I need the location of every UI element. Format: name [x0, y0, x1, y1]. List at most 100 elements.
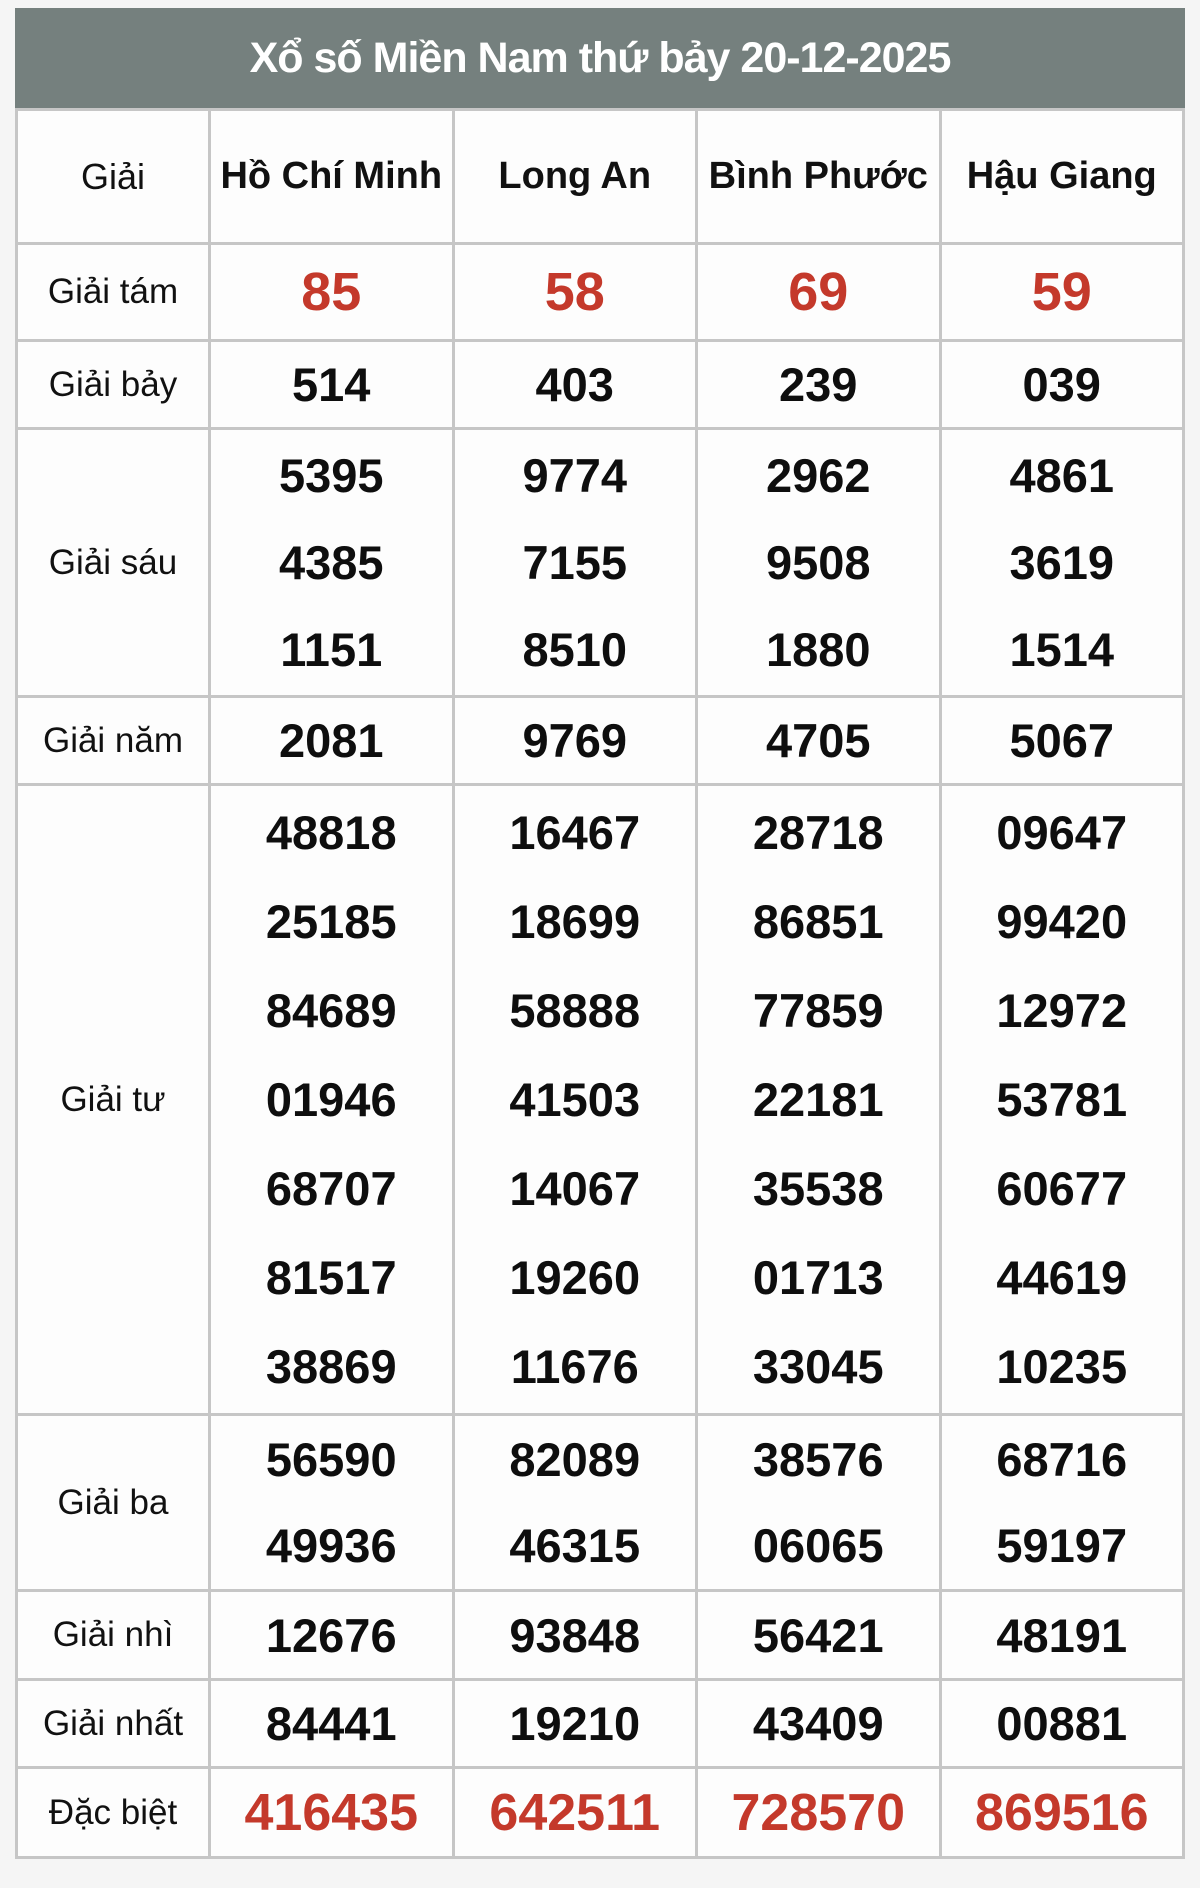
row-giai-ba: Giải ba 56590 49936 82089 46315 38576 06… [15, 1413, 1185, 1592]
prize-label: Giải tám [15, 242, 211, 342]
result-number: 1880 [765, 623, 871, 676]
province-header-ho-chi-minh: Hồ Chí Minh [208, 108, 455, 245]
result-number: 5395 [278, 449, 384, 502]
result-number: 38869 [265, 1340, 397, 1393]
result-cell: 728570 [695, 1766, 942, 1859]
result-cell: 38576 06065 [695, 1413, 942, 1592]
result-number: 43409 [752, 1697, 884, 1750]
row-giai-nam: Giải năm 2081 9769 4705 5067 [15, 695, 1185, 786]
result-number: 9769 [522, 714, 628, 767]
result-number: 85 [301, 262, 362, 322]
row-giai-tu: Giải tư 48818 25185 84689 01946 68707 81… [15, 783, 1185, 1416]
result-number: 1514 [1009, 623, 1115, 676]
province-header-hau-giang: Hậu Giang [938, 108, 1185, 245]
page-title: Xổ số Miền Nam thứ bảy 20-12-2025 [15, 8, 1185, 108]
result-number: 41503 [509, 1073, 641, 1126]
result-number: 53781 [996, 1073, 1128, 1126]
result-number: 60677 [996, 1162, 1128, 1215]
page-title-text: Xổ số Miền Nam thứ bảy 20-12-2025 [249, 33, 952, 82]
result-cell: 68716 59197 [938, 1413, 1185, 1592]
result-number: 514 [292, 358, 371, 411]
result-number: 7155 [522, 536, 628, 589]
corner-header: Giải [15, 108, 211, 245]
prize-label: Giải năm [15, 695, 211, 786]
row-giai-sau: Giải sáu 5395 4385 1151 9774 7155 8510 2… [15, 427, 1185, 698]
result-number: 8510 [522, 623, 628, 676]
prize-label: Đặc biệt [15, 1766, 211, 1859]
result-number: 4705 [765, 714, 871, 767]
result-number: 9508 [765, 536, 871, 589]
result-number: 9774 [522, 449, 628, 502]
result-cell: 869516 [938, 1766, 1185, 1859]
result-number: 5067 [1009, 714, 1115, 767]
result-number: 56590 [265, 1432, 397, 1486]
prize-label: Giải nhì [15, 1589, 211, 1681]
result-cell: 59 [938, 242, 1185, 342]
result-cell: 82089 46315 [451, 1413, 698, 1592]
result-number: 039 [1022, 358, 1101, 411]
result-number: 35538 [752, 1162, 884, 1215]
result-number: 642511 [489, 1783, 661, 1842]
result-cell: 5067 [938, 695, 1185, 786]
prize-label: Giải ba [15, 1413, 211, 1592]
result-number: 18699 [509, 895, 641, 948]
result-number: 11676 [510, 1340, 639, 1393]
result-number: 99420 [996, 895, 1128, 948]
result-number: 48191 [996, 1608, 1128, 1662]
result-number: 728570 [731, 1783, 906, 1842]
result-number: 82089 [509, 1432, 641, 1486]
result-number: 403 [535, 358, 614, 411]
result-number: 16467 [509, 806, 641, 859]
result-cell: 4861 3619 1514 [938, 427, 1185, 698]
result-number: 48818 [265, 806, 397, 859]
result-cell: 039 [938, 339, 1185, 430]
result-number: 25185 [265, 895, 397, 948]
result-cell: 403 [451, 339, 698, 430]
result-number: 2081 [278, 714, 384, 767]
result-cell: 93848 [451, 1589, 698, 1681]
result-number: 3619 [1009, 536, 1115, 589]
result-number: 28718 [752, 806, 884, 859]
result-number: 01713 [752, 1251, 884, 1304]
header-row: Giải Hồ Chí Minh Long An Bình Phước Hậu … [15, 108, 1185, 245]
lottery-results-table: Giải Hồ Chí Minh Long An Bình Phước Hậu … [15, 108, 1185, 1859]
result-cell: 642511 [451, 1766, 698, 1859]
result-cell: 2081 [208, 695, 455, 786]
prize-label: Giải sáu [15, 427, 211, 698]
result-number: 19210 [509, 1697, 641, 1750]
result-number: 56421 [752, 1608, 884, 1662]
result-number: 10235 [996, 1340, 1128, 1393]
result-cell: 69 [695, 242, 942, 342]
province-header-binh-phuoc: Bình Phước [695, 108, 942, 245]
result-cell: 58 [451, 242, 698, 342]
result-cell: 16467 18699 58888 41503 14067 19260 1167… [451, 783, 698, 1416]
result-cell: 5395 4385 1151 [208, 427, 455, 698]
row-giai-bay: Giải bảy 514 403 239 039 [15, 339, 1185, 430]
row-dac-biet: Đặc biệt 416435 642511 728570 869516 [15, 1766, 1185, 1859]
result-number: 416435 [244, 1783, 419, 1842]
result-number: 77859 [752, 984, 884, 1037]
result-number: 12972 [996, 984, 1128, 1037]
result-number: 58 [544, 262, 605, 322]
result-number: 59 [1031, 262, 1092, 322]
row-giai-nhat: Giải nhất 84441 19210 43409 00881 [15, 1678, 1185, 1769]
result-cell: 12676 [208, 1589, 455, 1681]
result-number: 84441 [265, 1697, 397, 1750]
result-number: 38576 [752, 1432, 884, 1486]
result-cell: 28718 86851 77859 22181 35538 01713 3304… [695, 783, 942, 1416]
result-cell: 48818 25185 84689 01946 68707 81517 3886… [208, 783, 455, 1416]
result-number: 06065 [752, 1518, 884, 1572]
result-number: 49936 [265, 1518, 397, 1572]
result-number: 4385 [278, 536, 384, 589]
result-number: 14067 [509, 1162, 641, 1215]
result-cell: 4705 [695, 695, 942, 786]
result-number: 86851 [752, 895, 884, 948]
result-cell: 48191 [938, 1589, 1185, 1681]
result-number: 22181 [752, 1073, 884, 1126]
row-giai-tam: Giải tám 85 58 69 59 [15, 242, 1185, 342]
result-number: 68707 [265, 1162, 397, 1215]
result-number: 44619 [996, 1251, 1128, 1304]
result-number: 4861 [1009, 449, 1115, 502]
lottery-results-page: Xổ số Miền Nam thứ bảy 20-12-2025 Giải H… [15, 8, 1185, 1859]
result-cell: 9769 [451, 695, 698, 786]
